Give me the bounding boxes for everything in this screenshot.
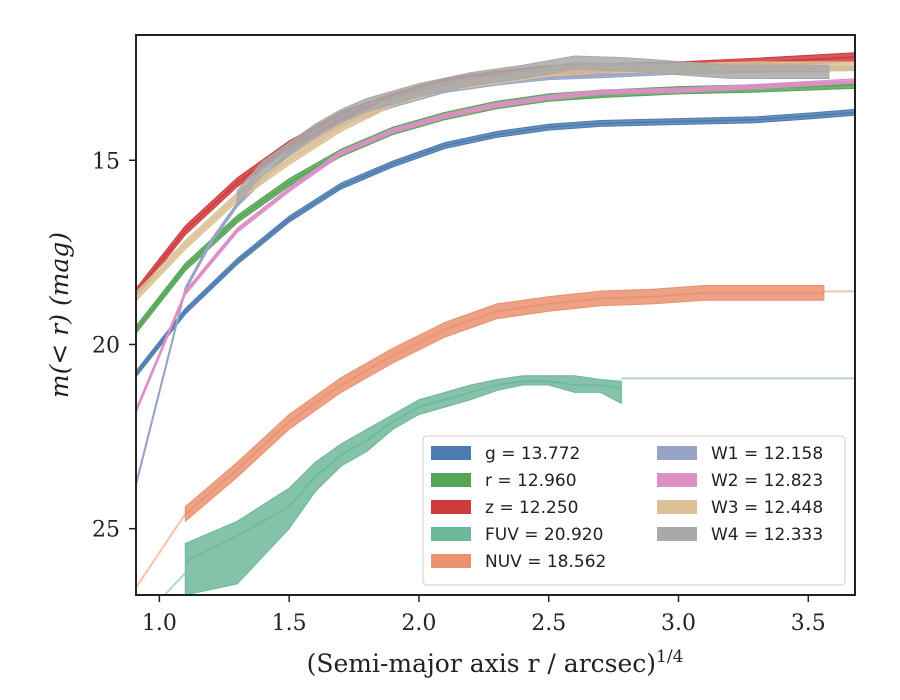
legend-swatch xyxy=(431,446,471,460)
x-tick-label: 2.0 xyxy=(401,611,436,636)
legend-item: g = 13.772 xyxy=(431,444,580,464)
legend-box xyxy=(422,435,846,586)
series-6-band xyxy=(136,78,855,414)
x-axis-ticks: 1.0 1.5 2.0 2.5 3.0 3.5 xyxy=(142,595,826,636)
legend-swatch xyxy=(431,473,471,487)
legend-item: z = 12.250 xyxy=(431,498,578,518)
x-tick-label: 1.5 xyxy=(272,611,307,636)
series-4-line xyxy=(184,292,824,515)
series-8-line xyxy=(236,61,829,198)
legend-label: W1 = 12.158 xyxy=(711,444,823,464)
legend-item: W1 = 12.158 xyxy=(657,444,823,464)
series-3-inner-extension xyxy=(163,572,187,595)
y-axis-ticks: 15 20 25 xyxy=(92,149,136,543)
legend-item: W4 = 12.333 xyxy=(657,525,823,545)
series-4-band xyxy=(184,285,825,523)
legend-label: W2 = 12.823 xyxy=(711,471,823,491)
legend-label: NUV = 18.562 xyxy=(485,552,606,572)
legend-item: r = 12.960 xyxy=(431,471,577,491)
legend-label: FUV = 20.920 xyxy=(485,525,603,545)
series-3-line xyxy=(184,380,622,563)
series-0-line xyxy=(136,111,855,375)
series-6-line xyxy=(136,80,855,412)
x-tick-label: 3.5 xyxy=(791,611,826,636)
legend-swatch xyxy=(431,527,471,541)
x-tick-label: 3.0 xyxy=(661,611,696,636)
legend-item: FUV = 20.920 xyxy=(431,525,603,545)
series-layer xyxy=(136,52,855,595)
series-3-band xyxy=(184,375,622,595)
legend-label: z = 12.250 xyxy=(485,498,578,518)
legend-swatch xyxy=(657,473,697,487)
y-tick-label: 20 xyxy=(92,333,120,358)
series-4-inner-extension xyxy=(136,513,187,589)
legend-item: NUV = 18.562 xyxy=(431,552,606,572)
series-8-band xyxy=(236,55,830,206)
plot-frame xyxy=(135,34,856,596)
legend-swatch xyxy=(431,554,471,568)
y-tick-label: 15 xyxy=(92,149,120,174)
legend-label: W3 = 12.448 xyxy=(711,498,823,518)
series-0-band xyxy=(136,108,855,378)
x-tick-label: 1.0 xyxy=(142,611,177,636)
x-tick-label: 2.5 xyxy=(531,611,566,636)
x-axis-label-text: (Semi-major axis r / arcsec) xyxy=(307,649,656,678)
legend-swatch xyxy=(657,527,697,541)
legend-swatch xyxy=(657,446,697,460)
legend-item: W3 = 12.448 xyxy=(657,498,823,518)
legend: g = 13.772 r = 12.960 z = 12.250 FUV = 20.9… xyxy=(422,435,846,586)
y-axis-label: m(< r) (mag) xyxy=(45,232,74,398)
y-tick-label: 25 xyxy=(92,518,120,543)
legend-item: W2 = 12.823 xyxy=(657,471,823,491)
legend-swatch xyxy=(431,500,471,514)
legend-label: g = 13.772 xyxy=(485,444,580,464)
legend-label: W4 = 12.333 xyxy=(711,525,823,545)
legend-swatch xyxy=(657,500,697,514)
legend-label: r = 12.960 xyxy=(485,471,577,491)
x-axis-label-superscript: 1/4 xyxy=(656,647,683,667)
x-axis-label: (Semi-major axis r / arcsec)1/4 xyxy=(307,647,684,678)
